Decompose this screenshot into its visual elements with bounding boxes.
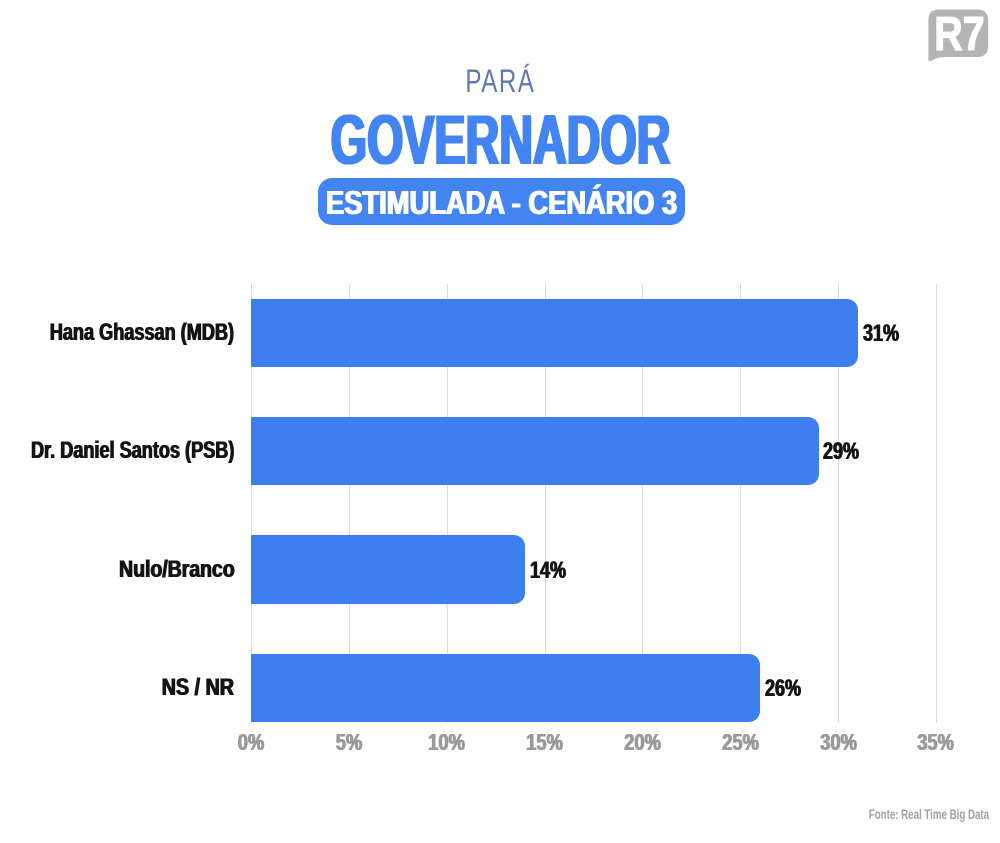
svg-text:R7: R7 [934, 9, 984, 61]
